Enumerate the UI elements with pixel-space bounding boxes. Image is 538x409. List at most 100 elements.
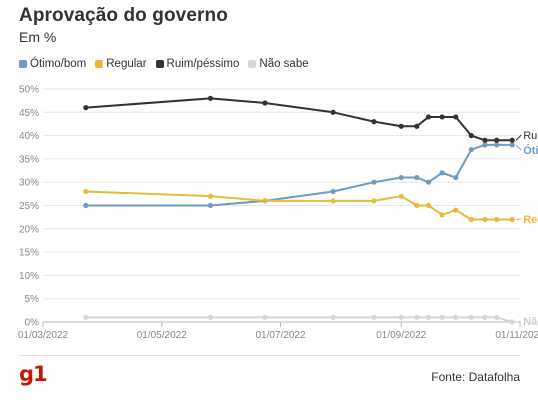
- data-point-nao-sabe: [83, 314, 89, 320]
- data-point-regular: [425, 202, 432, 209]
- data-point-nao-sabe: [330, 314, 336, 320]
- data-point-ruim-pessimo: [482, 137, 488, 143]
- legend-swatch-otimo-bom: [19, 60, 27, 68]
- legend-label-otimo-bom: Ótimo/bom: [30, 58, 87, 70]
- data-point-nao-sabe: [425, 314, 432, 320]
- legend-label-regular: Regular: [106, 58, 147, 70]
- y-tick-label: 25%: [19, 201, 39, 212]
- data-point-ruim-pessimo: [83, 105, 89, 111]
- data-point-ruim-pessimo: [398, 123, 404, 129]
- end-label-regular: Regular: [523, 214, 538, 226]
- data-point-otimo-bom: [439, 170, 445, 176]
- data-point-ruim-pessimo: [425, 114, 432, 120]
- data-point-ruim-pessimo: [468, 133, 474, 139]
- data-point-nao-sabe: [439, 314, 445, 320]
- data-point-nao-sabe: [207, 314, 214, 320]
- data-point-otimo-bom: [414, 174, 420, 181]
- chart-subtitle: Em %: [19, 29, 57, 45]
- data-point-nao-sabe: [371, 314, 377, 320]
- data-point-otimo-bom: [509, 142, 515, 148]
- data-point-nao-sabe: [398, 314, 404, 320]
- data-point-ruim-pessimo: [330, 109, 336, 115]
- data-point-regular: [494, 216, 500, 223]
- data-point-otimo-bom: [494, 142, 500, 148]
- data-point-regular: [439, 212, 445, 218]
- data-point-ruim-pessimo: [207, 95, 214, 101]
- data-point-nao-sabe: [453, 314, 459, 320]
- data-point-regular: [398, 193, 404, 199]
- end-label-leader-otimo-bom: [515, 144, 522, 151]
- data-point-regular: [453, 207, 459, 213]
- legend-swatch-ruim-pessimo: [155, 60, 164, 68]
- end-label-ruim-pessimo: Ruim/péssimo: [523, 130, 538, 142]
- legend-item-otimo-bom[interactable]: Ótimo/bom: [19, 58, 86, 70]
- data-point-otimo-bom: [453, 174, 459, 181]
- data-point-ruim-pessimo: [494, 137, 500, 143]
- legend-item-nao-sabe[interactable]: Não sabe: [248, 58, 309, 70]
- series-line-otimo-bom: [85, 143, 513, 207]
- series-line-ruim-pessimo: [85, 97, 513, 142]
- data-point-regular: [468, 216, 474, 223]
- data-point-nao-sabe: [262, 314, 268, 320]
- data-point-otimo-bom: [425, 179, 432, 185]
- x-tick-label: 01/03/2022: [18, 330, 68, 341]
- y-tick-label: 20%: [19, 224, 39, 235]
- source-note: Fonte: Datafolha: [431, 370, 520, 384]
- data-point-otimo-bom: [207, 202, 214, 209]
- data-point-ruim-pessimo: [371, 119, 377, 125]
- footer-divider: [19, 355, 520, 356]
- legend-swatch-nao-sabe: [248, 60, 257, 68]
- data-point-regular: [330, 198, 336, 204]
- data-point-regular: [509, 216, 515, 223]
- data-point-regular: [371, 198, 377, 204]
- y-tick-label: 10%: [19, 271, 39, 282]
- y-tick-label: 0%: [25, 318, 40, 329]
- y-tick-label: 45%: [19, 108, 39, 119]
- y-tick-label: 30%: [19, 178, 39, 189]
- data-point-otimo-bom: [468, 146, 474, 153]
- data-point-ruim-pessimo: [414, 123, 420, 129]
- y-tick-label: 35%: [19, 154, 39, 165]
- legend-item-regular[interactable]: Regular: [95, 58, 147, 70]
- data-point-nao-sabe: [468, 314, 474, 320]
- data-point-regular: [83, 188, 89, 195]
- chart-title: Aprovação do governo: [19, 5, 228, 26]
- end-label-nao-sabe: Não sabe: [523, 316, 538, 328]
- data-point-otimo-bom: [83, 202, 89, 209]
- data-point-otimo-bom: [371, 179, 377, 185]
- chart-legend: Ótimo/bom Regular Ruim/péssimo Não sabe: [19, 58, 309, 70]
- x-tick-label: 01/05/2022: [137, 330, 187, 341]
- data-point-ruim-pessimo: [509, 137, 515, 143]
- end-label-leader-ruim-pessimo: [515, 134, 522, 141]
- end-label-leader-nao-sabe: [516, 320, 522, 323]
- y-tick-label: 40%: [19, 131, 39, 142]
- data-point-regular: [414, 202, 420, 209]
- x-tick-label: 01/09/2022: [376, 330, 426, 341]
- data-point-nao-sabe: [494, 314, 500, 320]
- data-point-ruim-pessimo: [453, 114, 459, 120]
- g1-logo[interactable]: g1: [19, 362, 48, 386]
- y-tick-label: 50%: [19, 85, 39, 96]
- data-point-nao-sabe: [509, 319, 515, 325]
- series-line-nao-sabe: [85, 316, 513, 323]
- y-tick-label: 5%: [25, 294, 40, 305]
- data-point-regular: [207, 193, 214, 199]
- data-point-otimo-bom: [330, 188, 336, 195]
- data-point-nao-sabe: [414, 314, 420, 320]
- y-tick-label: 15%: [19, 248, 39, 259]
- data-point-ruim-pessimo: [262, 100, 268, 106]
- legend-label-ruim-pessimo: Ruim/péssimo: [166, 58, 240, 70]
- data-point-otimo-bom: [482, 142, 488, 148]
- data-point-regular: [482, 216, 488, 223]
- x-tick-label: 01/11/2022: [495, 330, 538, 341]
- x-tick-label: 01/07/2022: [255, 330, 305, 341]
- data-point-nao-sabe: [482, 314, 488, 320]
- data-point-ruim-pessimo: [439, 114, 445, 120]
- data-point-otimo-bom: [398, 174, 404, 181]
- data-point-regular: [262, 198, 268, 204]
- legend-label-nao-sabe: Não sabe: [259, 58, 309, 70]
- end-label-otimo-bom: Ótimo/bom: [523, 144, 538, 157]
- legend-swatch-regular: [95, 60, 104, 68]
- legend-item-ruim-pessimo[interactable]: Ruim/péssimo: [155, 58, 240, 70]
